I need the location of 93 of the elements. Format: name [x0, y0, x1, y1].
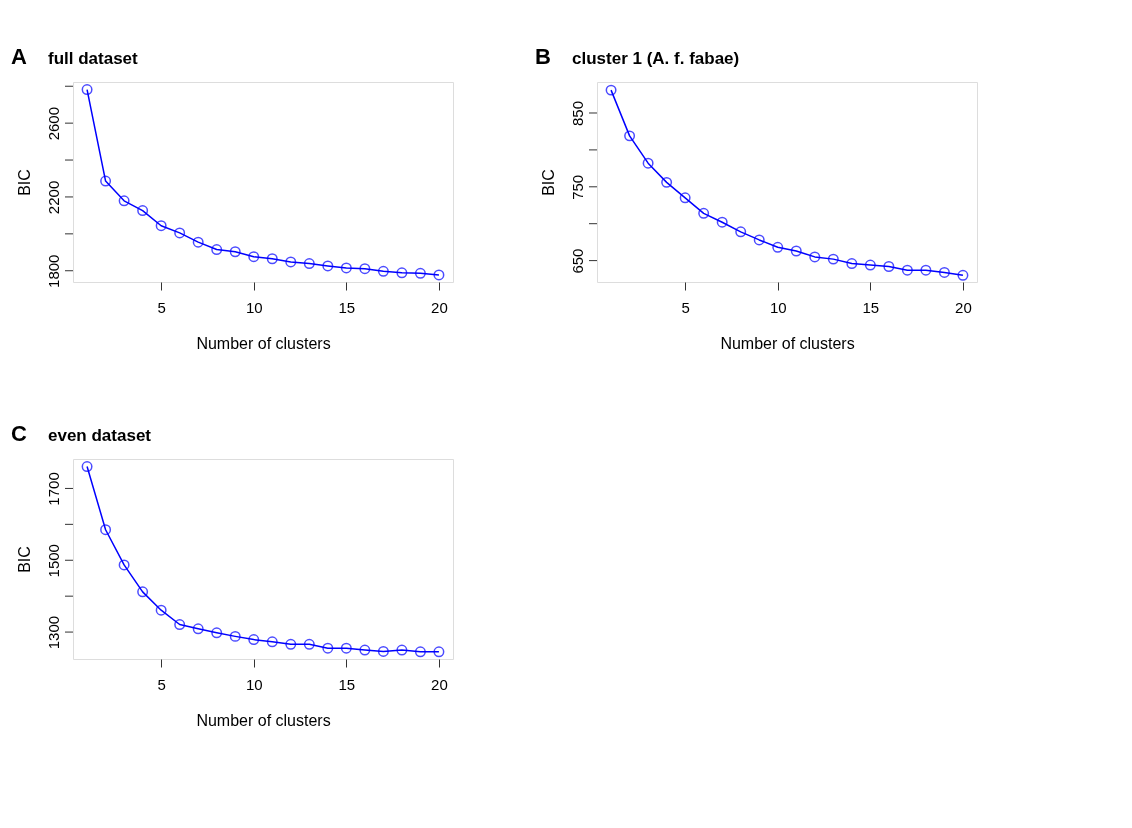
point [155, 604, 167, 616]
point [809, 251, 821, 263]
point [753, 234, 765, 246]
point [322, 642, 334, 654]
point [155, 220, 167, 232]
chart-title: cluster 1 (A. f. fabae) [572, 49, 740, 68]
point [957, 269, 969, 281]
point [642, 157, 654, 169]
point [266, 253, 278, 265]
point [118, 195, 130, 207]
point [192, 236, 204, 248]
x-tick-label: 5 [681, 298, 690, 316]
y-tick-label: 850 [568, 100, 586, 127]
x-tick-label: 15 [338, 675, 356, 693]
x-tick-label: 15 [338, 298, 356, 316]
x-tick-label: 5 [157, 298, 166, 316]
point [322, 260, 334, 272]
x-axis-title: Number of clusters [720, 334, 855, 352]
point [285, 638, 297, 650]
point [285, 256, 297, 268]
y-tick-label: 2600 [44, 106, 62, 141]
point [790, 245, 802, 257]
point [396, 644, 408, 656]
point [846, 258, 858, 270]
x-tick-label: 20 [431, 675, 448, 693]
point [920, 264, 932, 276]
point [433, 646, 445, 658]
chart-title: even dataset [48, 426, 152, 445]
point [414, 646, 426, 658]
x-tick-label: 15 [862, 298, 880, 316]
point [864, 259, 876, 271]
x-tick-label: 10 [769, 298, 787, 316]
point [100, 524, 112, 536]
point [340, 642, 352, 654]
y-axis-title: BIC [15, 546, 33, 573]
point [716, 216, 728, 228]
chart-title: full dataset [48, 49, 139, 68]
y-tick-label: 1700 [44, 472, 62, 506]
y-tick-label: 750 [568, 174, 586, 200]
point [118, 559, 130, 571]
point [100, 175, 112, 187]
x-axis-title: Number of clusters [196, 711, 331, 729]
point [248, 634, 260, 646]
x-axis-title: Number of clusters [196, 334, 331, 352]
point [174, 619, 186, 631]
x-tick-label: 10 [245, 675, 263, 693]
point [211, 244, 223, 256]
point [137, 205, 149, 217]
y-tick-label: 1300 [44, 615, 62, 650]
point [229, 630, 241, 642]
point [883, 261, 895, 272]
text: C [11, 421, 27, 446]
point [433, 269, 445, 281]
text: A [11, 44, 27, 69]
y-axis-title: BIC [15, 169, 33, 196]
point [679, 192, 691, 204]
x-tick-label: 10 [245, 298, 263, 316]
point [266, 636, 278, 648]
point [377, 265, 389, 277]
x-tick-label: 20 [955, 298, 972, 316]
y-tick-label: 1500 [44, 544, 62, 578]
point [359, 263, 371, 275]
point [396, 267, 408, 279]
point [192, 623, 204, 635]
y-axis-title: BIC [539, 169, 557, 196]
point [698, 207, 710, 219]
point [303, 258, 315, 270]
x-tick-label: 20 [431, 298, 448, 316]
point [901, 264, 913, 276]
point [661, 176, 673, 188]
y-tick-label: 650 [568, 248, 586, 274]
point [81, 461, 93, 473]
point [414, 267, 426, 279]
point [359, 644, 371, 656]
point [377, 645, 389, 657]
point [938, 266, 950, 278]
point [735, 226, 747, 238]
point [605, 84, 617, 96]
y-tick-label: 2200 [44, 180, 62, 215]
text: B [535, 44, 551, 69]
point [248, 251, 260, 263]
point [340, 262, 352, 274]
point [827, 253, 839, 265]
point [624, 130, 636, 142]
x-tick-label: 5 [157, 675, 166, 693]
point [772, 241, 784, 253]
point [81, 84, 93, 96]
point [303, 638, 315, 650]
point [229, 246, 241, 258]
point [137, 586, 149, 598]
y-tick-label: 1800 [44, 254, 62, 288]
point [211, 627, 223, 639]
point [174, 227, 186, 239]
